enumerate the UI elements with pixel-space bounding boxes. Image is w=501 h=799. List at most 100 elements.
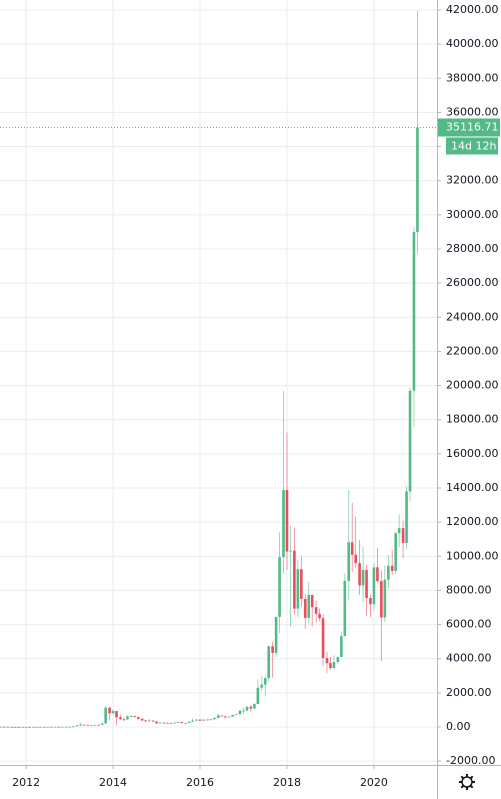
- candle-body: [136, 716, 140, 719]
- y-tick-label: 32000.00: [446, 174, 499, 187]
- x-tick-label: 2020: [360, 776, 388, 789]
- candle-body: [169, 722, 173, 724]
- countdown-label: 14d 12h: [451, 139, 496, 152]
- candle-body: [314, 607, 318, 614]
- candle-body: [238, 710, 242, 715]
- candle-body: [282, 490, 285, 558]
- y-tick-label: 38000.00: [446, 71, 499, 84]
- candle-body: [220, 715, 224, 717]
- candle-body: [242, 710, 245, 712]
- candle-body: [216, 715, 220, 718]
- y-tick-label: 8000.00: [446, 583, 492, 596]
- candle-body: [249, 706, 253, 709]
- candle-body: [10, 726, 14, 728]
- candle-body: [17, 726, 20, 728]
- candle-body: [184, 722, 187, 724]
- candle-body: [332, 661, 336, 668]
- candle-body: [191, 720, 194, 722]
- candle-body: [289, 550, 292, 552]
- candle-body: [64, 726, 68, 728]
- candle-body: [321, 618, 325, 659]
- candle-body: [119, 717, 122, 720]
- candle-body: [318, 613, 321, 619]
- candle-body: [71, 726, 75, 728]
- candle-body: [151, 720, 155, 722]
- settings-icon[interactable]: [459, 774, 475, 790]
- candle-body: [75, 725, 79, 727]
- candle-body: [300, 569, 303, 599]
- candle-body: [386, 565, 390, 580]
- candle-body: [39, 726, 42, 728]
- y-tick-label: 18000.00: [446, 413, 499, 426]
- last-price-label: 35116.71: [446, 120, 499, 133]
- y-tick-label: 20000.00: [446, 379, 499, 392]
- candle-body: [227, 716, 231, 718]
- y-tick-label: 12000.00: [446, 515, 499, 528]
- candle-body: [263, 678, 267, 685]
- candle-body: [278, 557, 281, 617]
- candle-body: [390, 565, 394, 571]
- candle-body: [202, 719, 205, 721]
- candles: [0, 10, 419, 728]
- candle-body: [340, 636, 343, 658]
- candle-body: [271, 646, 274, 653]
- y-tick-label: 22000.00: [446, 344, 499, 357]
- candle-body: [28, 726, 31, 728]
- candle-body: [234, 714, 238, 716]
- y-tick-label: -2000.00: [446, 754, 495, 767]
- candle-body: [133, 716, 137, 717]
- x-tick-label: 2016: [186, 776, 214, 789]
- candle-body: [380, 581, 383, 618]
- candle-body: [383, 579, 387, 618]
- candle-body: [195, 719, 198, 721]
- y-tick-label: 10000.00: [446, 549, 499, 562]
- candle-body: [209, 719, 213, 721]
- last-price-box: [438, 118, 500, 137]
- candle-body: [126, 716, 129, 720]
- y-tick-label: 16000.00: [446, 447, 499, 460]
- y-tick-label: 30000.00: [446, 208, 499, 221]
- x-tick-label: 2012: [12, 776, 40, 789]
- candle-body: [231, 715, 234, 717]
- candle-body: [140, 718, 144, 721]
- candle-body: [147, 720, 151, 722]
- candle-body: [187, 721, 191, 723]
- candle-body: [43, 726, 46, 728]
- candle-body: [3, 726, 6, 728]
- y-tick-label: 26000.00: [446, 276, 499, 289]
- candle-body: [104, 707, 107, 724]
- candle-body: [79, 724, 82, 726]
- y-tick-label: 14000.00: [446, 481, 499, 494]
- candle-body: [267, 646, 271, 679]
- candle-body: [173, 722, 177, 724]
- candle-body: [394, 533, 397, 571]
- candle-body: [397, 528, 401, 534]
- candle-body: [68, 726, 71, 728]
- candle-body: [111, 710, 115, 714]
- candle-body: [325, 658, 329, 664]
- candle-body: [97, 724, 101, 726]
- candle-body: [82, 724, 86, 726]
- candle-body: [35, 726, 39, 728]
- candle-body: [350, 542, 354, 555]
- candle-body: [32, 726, 35, 728]
- candle-body: [293, 550, 296, 609]
- candle-body: [162, 722, 166, 724]
- candle-body: [13, 726, 17, 728]
- candle-body: [6, 726, 10, 728]
- candle-body: [361, 569, 365, 586]
- candle-body: [108, 707, 111, 714]
- x-tick-label: 2014: [99, 776, 127, 789]
- candle-body: [408, 390, 412, 492]
- y-tick-label: 36000.00: [446, 105, 499, 118]
- candle-body: [90, 725, 93, 726]
- candle-body: [253, 703, 256, 709]
- candle-body: [329, 663, 332, 668]
- y-tick-label: 0.00: [446, 720, 471, 733]
- candle-body: [310, 595, 314, 608]
- candle-body: [60, 726, 64, 728]
- candle-body: [198, 719, 202, 721]
- candle-body: [213, 717, 216, 720]
- candle-body: [166, 722, 169, 724]
